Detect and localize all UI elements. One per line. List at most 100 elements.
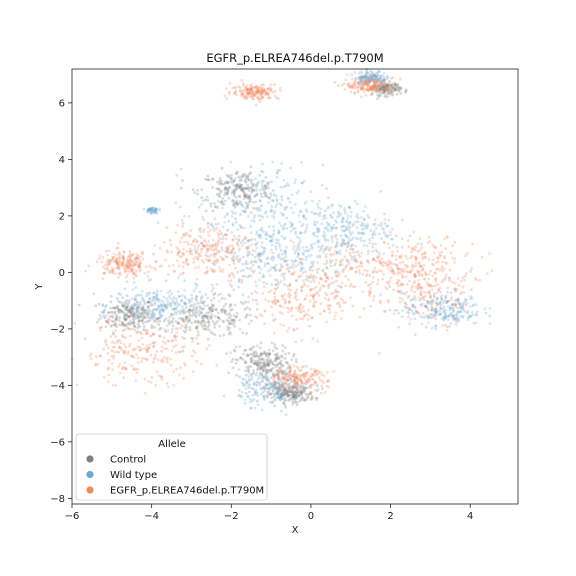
scatter-point xyxy=(453,261,456,264)
scatter-point xyxy=(146,300,150,304)
scatter-point xyxy=(252,350,256,354)
scatter-point xyxy=(245,245,249,249)
scatter-point xyxy=(235,203,239,207)
scatter-point xyxy=(274,247,278,251)
scatter-point xyxy=(298,391,301,395)
scatter-point xyxy=(136,310,140,314)
scatter-point xyxy=(263,184,267,188)
scatter-point xyxy=(134,311,138,315)
scatter-point xyxy=(267,363,271,367)
scatter-point xyxy=(271,160,275,164)
scatter-point xyxy=(184,302,188,306)
scatter-point xyxy=(338,249,342,253)
scatter-point xyxy=(255,302,259,306)
scatter-point xyxy=(439,303,443,307)
scatter-point xyxy=(259,86,263,90)
scatter-point xyxy=(175,299,179,303)
scatter-point xyxy=(115,315,119,319)
scatter-point xyxy=(279,396,283,399)
scatter-point xyxy=(305,223,309,227)
scatter-point xyxy=(278,396,282,400)
scatter-point xyxy=(259,341,263,345)
scatter-point xyxy=(215,308,218,312)
scatter-point xyxy=(253,259,257,263)
scatter-point xyxy=(253,362,256,366)
scatter-point xyxy=(129,319,132,322)
scatter-point xyxy=(347,236,350,240)
scatter-point xyxy=(315,230,319,234)
scatter-point xyxy=(248,194,252,198)
scatter-point xyxy=(454,323,458,326)
scatter-point xyxy=(434,307,437,310)
scatter-point xyxy=(181,349,185,353)
scatter-point xyxy=(177,322,181,326)
scatter-point xyxy=(193,282,197,285)
scatter-point xyxy=(148,309,152,312)
scatter-point xyxy=(134,286,138,290)
scatter-point xyxy=(339,244,343,247)
scatter-point xyxy=(231,258,235,261)
scatter-point xyxy=(201,314,205,317)
scatter-point xyxy=(203,198,207,202)
scatter-point xyxy=(110,340,114,344)
scatter-point xyxy=(282,227,285,231)
scatter-point xyxy=(321,163,325,167)
scatter-point xyxy=(374,270,377,273)
scatter-point xyxy=(270,266,274,270)
scatter-point xyxy=(249,225,252,228)
scatter-point xyxy=(138,330,142,334)
scatter-point xyxy=(399,289,403,293)
scatter-point xyxy=(204,328,208,332)
series-wild-type xyxy=(92,67,492,417)
scatter-point xyxy=(284,381,287,384)
scatter-point xyxy=(154,294,158,298)
scatter-point xyxy=(370,91,374,95)
scatter-point xyxy=(423,256,427,259)
scatter-point xyxy=(299,373,302,377)
scatter-point xyxy=(488,314,492,318)
scatter-point xyxy=(241,209,244,213)
scatter-point xyxy=(224,302,228,306)
scatter-point xyxy=(327,379,331,382)
scatter-point xyxy=(375,249,379,253)
scatter-point xyxy=(249,231,253,235)
scatter-point xyxy=(361,81,364,85)
scatter-point xyxy=(241,262,245,266)
scatter-point xyxy=(277,387,280,391)
scatter-point xyxy=(385,235,389,239)
scatter-point xyxy=(153,211,157,215)
scatter-point xyxy=(244,348,248,352)
scatter-point xyxy=(381,85,385,89)
scatter-point xyxy=(211,261,214,265)
scatter-point xyxy=(357,253,361,257)
scatter-point xyxy=(113,310,117,313)
scatter-point xyxy=(256,361,260,365)
scatter-point xyxy=(380,80,384,84)
scatter-point xyxy=(185,259,188,263)
scatter-point xyxy=(292,247,296,251)
scatter-point xyxy=(455,305,458,309)
scatter-point xyxy=(410,265,414,269)
scatter-point xyxy=(259,352,263,356)
scatter-point xyxy=(253,238,257,241)
scatter-point xyxy=(264,194,268,198)
scatter-point xyxy=(366,259,370,262)
scatter-point xyxy=(118,311,122,315)
scatter-point xyxy=(195,283,199,287)
scatter-point xyxy=(435,301,438,305)
scatter-point xyxy=(263,351,267,355)
scatter-point xyxy=(333,234,337,238)
scatter-point xyxy=(378,88,382,91)
scatter-point xyxy=(361,290,365,293)
scatter-point xyxy=(241,255,245,259)
scatter-point xyxy=(253,194,257,198)
scatter-point xyxy=(195,299,199,302)
scatter-point xyxy=(147,306,151,309)
scatter-point xyxy=(348,253,352,257)
scatter-point xyxy=(303,179,306,183)
scatter-point xyxy=(96,362,100,366)
scatter-point xyxy=(440,298,444,301)
scatter-point xyxy=(362,232,366,236)
scatter-point xyxy=(328,283,331,287)
scatter-point xyxy=(171,338,175,342)
